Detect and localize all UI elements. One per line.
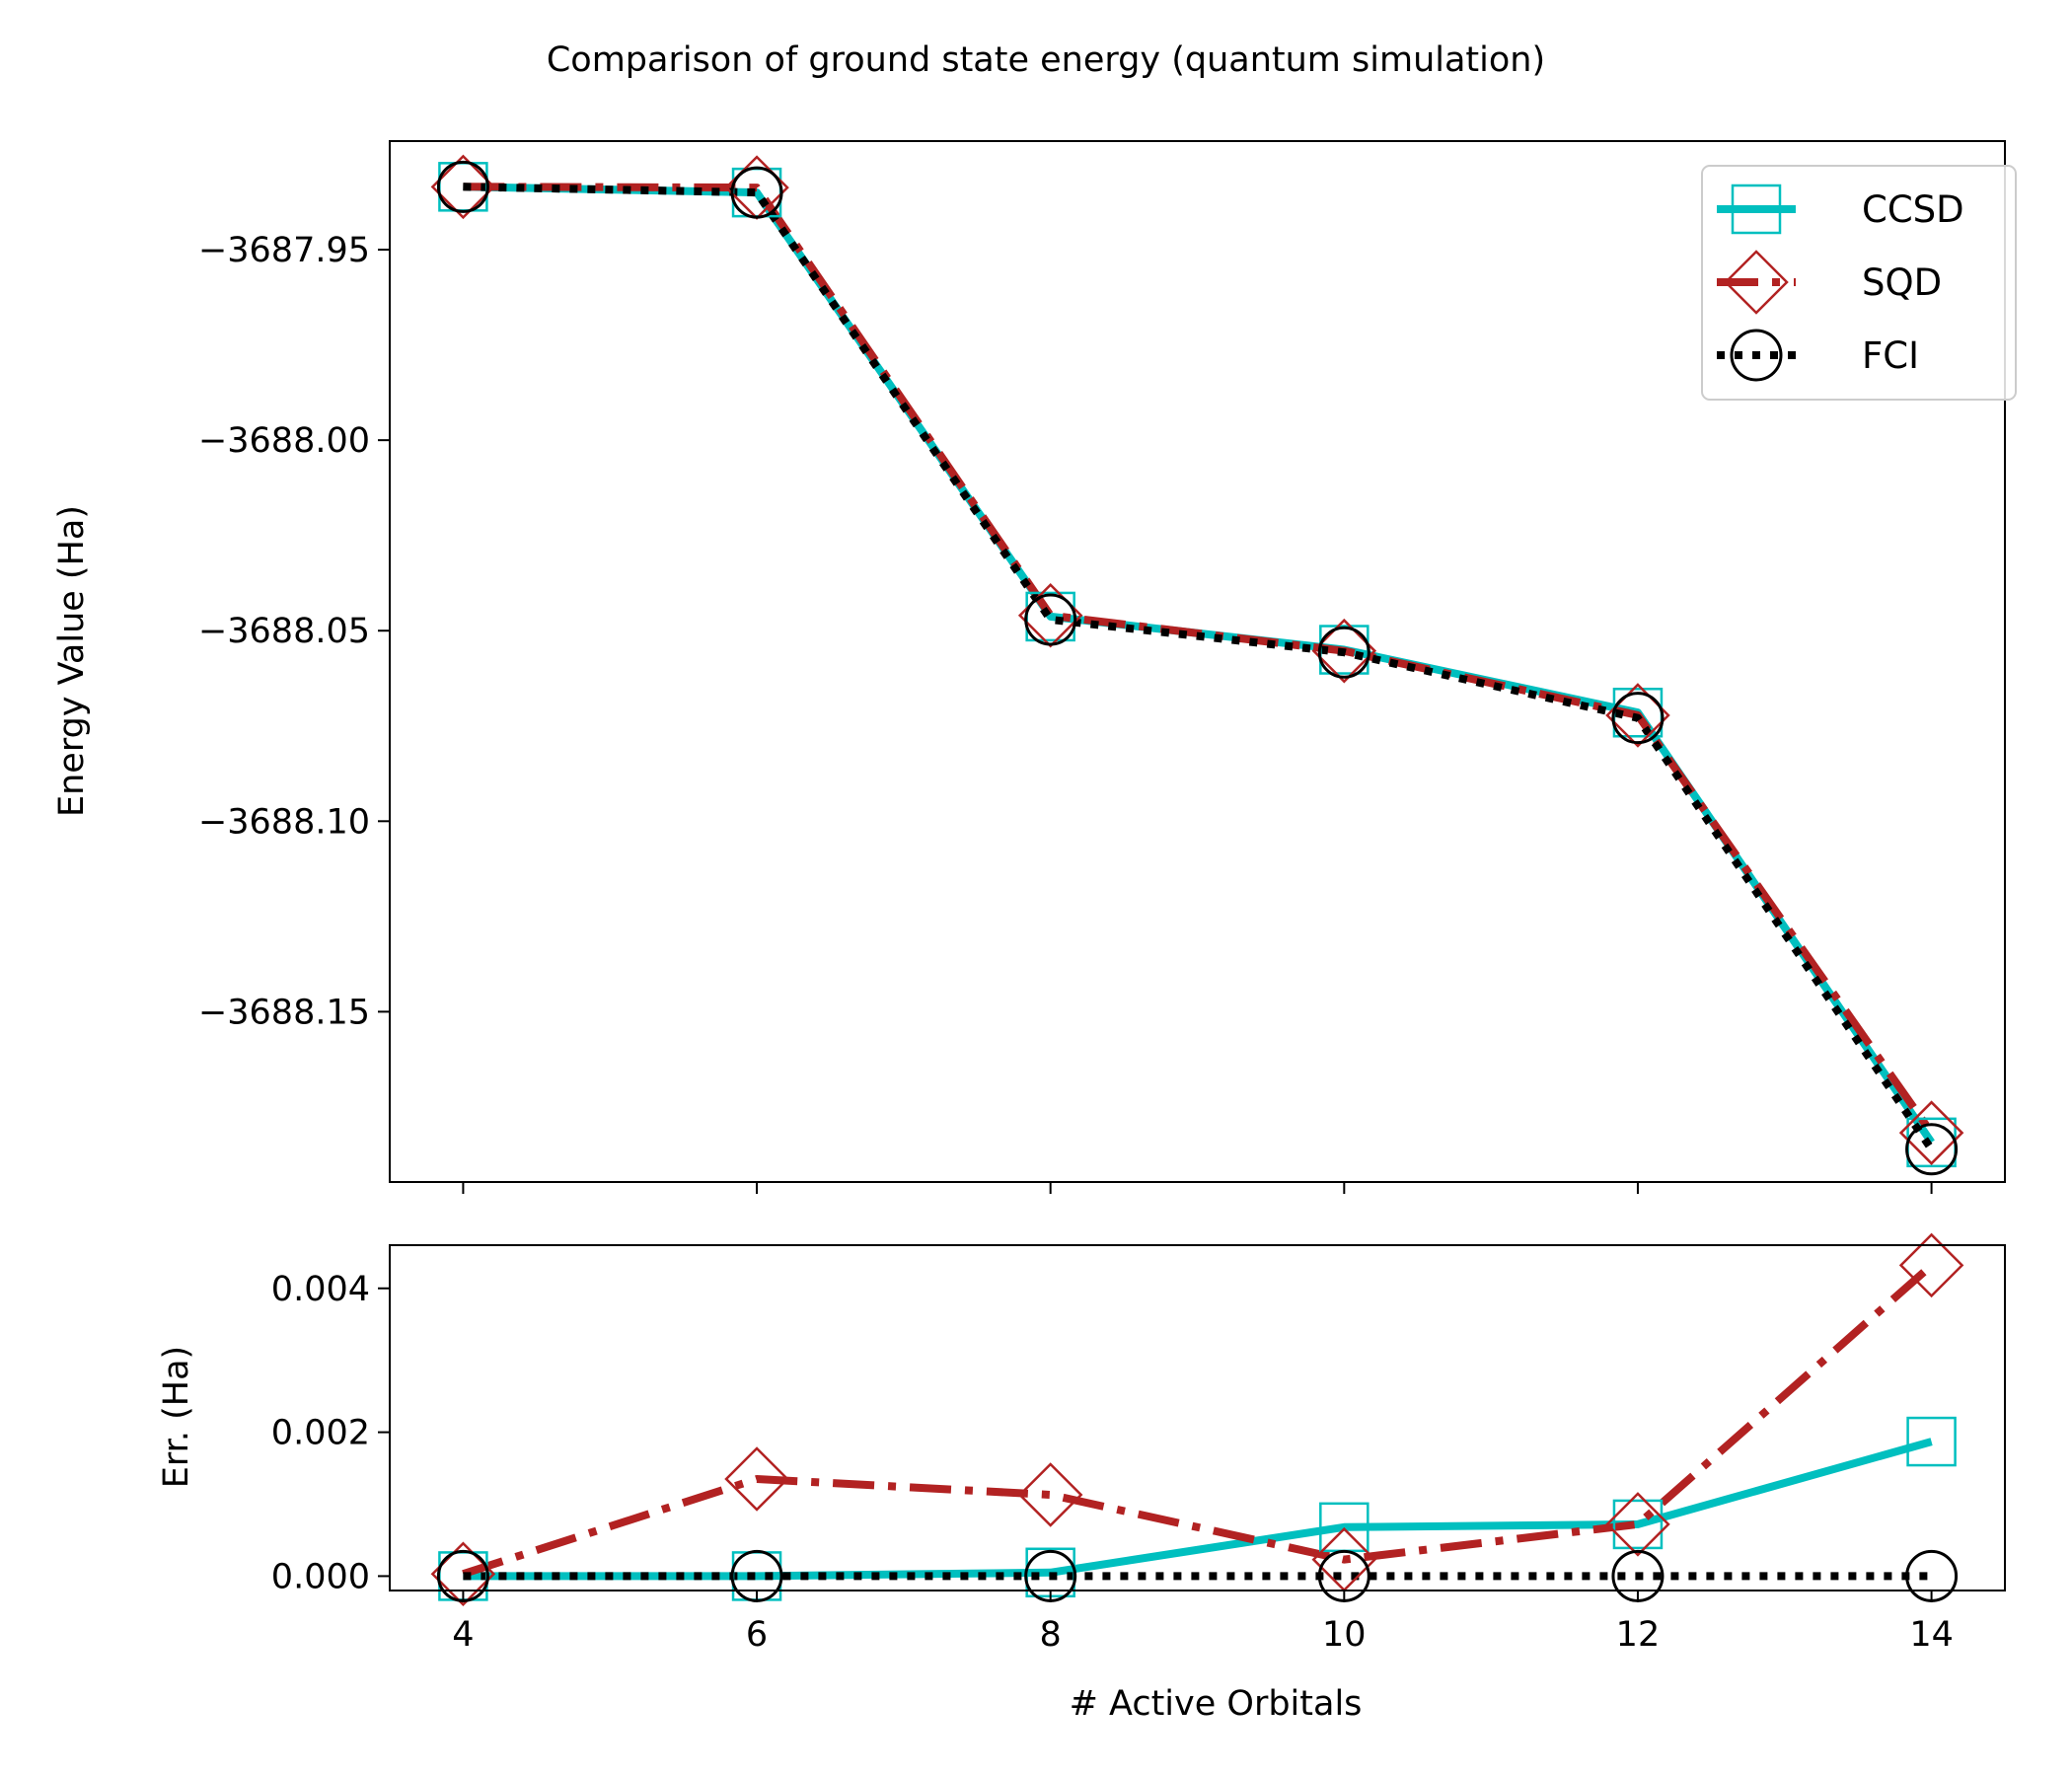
fci-point <box>1611 692 1665 745</box>
ccsd-line <box>463 1438 1933 1581</box>
y-tick-label: 0.004 <box>271 1270 370 1309</box>
fci-point <box>1024 593 1077 646</box>
legend-sqd-marker <box>1724 250 1789 315</box>
x-tick-label: 14 <box>1909 1615 1954 1655</box>
ccsd-point <box>1612 1499 1664 1550</box>
legend: CCSD SQD FCI <box>1701 165 2017 401</box>
y-tick-label: 0.002 <box>271 1414 370 1453</box>
figure-title: Comparison of ground state energy (quant… <box>547 40 1545 80</box>
legend-fci-marker <box>1730 329 1783 382</box>
error-axes-frame <box>389 1244 2006 1591</box>
error-ticks: 0.000 0.002 0.004 4 6 8 10 12 14 <box>271 1270 1954 1655</box>
legend-ccsd-label: CCSD <box>1862 188 1964 231</box>
y-tick-label: −3687.95 <box>198 231 370 270</box>
x-tick-label: 4 <box>452 1615 474 1655</box>
fci-point <box>1905 1123 1959 1176</box>
legend-sqd-label: SQD <box>1862 261 1942 304</box>
error-plot-area <box>430 1232 1964 1606</box>
fci-point <box>436 160 489 213</box>
x-tick-label: 6 <box>746 1615 768 1655</box>
y-tick-label: −3688.00 <box>198 421 370 461</box>
legend-ccsd-marker <box>1731 184 1782 235</box>
y-tick-label: 0.000 <box>271 1557 370 1596</box>
sqd-point <box>724 1446 789 1512</box>
sqd-point <box>1017 1462 1083 1527</box>
y-tick-label: −3688.05 <box>198 612 370 651</box>
energy-panel: −3687.95 −3688.00 −3688.05 −3688.10 −3688.15… <box>52 140 2017 1194</box>
energy-axes-frame <box>389 140 2006 1183</box>
energy-y-axis-label: Energy Value (Ha) <box>52 505 92 817</box>
energy-plot-area <box>430 154 1964 1176</box>
error-panel: 0.000 0.002 0.004 4 6 8 10 12 14 Err. (Ha) # Act… <box>157 1232 2006 1724</box>
error-y-axis-label: Err. (Ha) <box>157 1346 196 1488</box>
x-tick-label: 8 <box>1040 1615 1062 1655</box>
x-tick-label: 12 <box>1616 1615 1661 1655</box>
y-tick-label: −3688.15 <box>198 993 370 1032</box>
ccsd-point <box>1906 1416 1957 1467</box>
fci-point <box>1317 626 1370 679</box>
energy-ticks: −3687.95 −3688.00 −3688.05 −3688.10 −3688.15 <box>198 231 1933 1194</box>
fci-point <box>730 166 783 219</box>
x-tick-label: 10 <box>1322 1615 1367 1655</box>
fci-line <box>463 183 1935 1152</box>
y-tick-label: −3688.10 <box>198 802 370 842</box>
sqd-point <box>430 154 496 220</box>
legend-fci-label: FCI <box>1862 334 1919 377</box>
sqd-point <box>1898 1232 1964 1298</box>
sqd-point <box>1605 1492 1670 1557</box>
sqd-line <box>462 1262 1935 1579</box>
x-axis-label: # Active Orbitals <box>1070 1684 1363 1724</box>
sqd-point <box>1898 1100 1964 1165</box>
